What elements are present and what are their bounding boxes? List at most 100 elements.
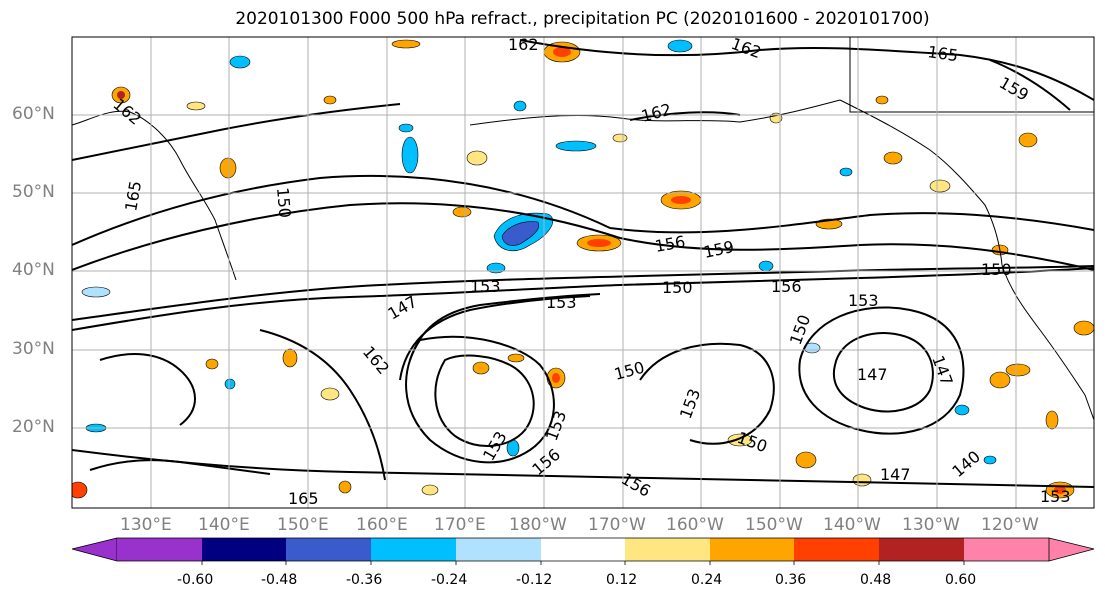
precip-blob — [587, 239, 611, 247]
precip-blob — [1054, 486, 1066, 494]
precip-blob — [839, 167, 853, 177]
contour-line — [89, 459, 271, 475]
contour-label: 165 — [288, 489, 319, 508]
colorbar-tick-label: 0.60 — [945, 572, 977, 588]
lon-label: 150°W — [745, 515, 803, 535]
contour-line — [72, 267, 1094, 331]
precip-blob — [1073, 320, 1094, 336]
colorbar — [71, 537, 1095, 565]
contour-line — [259, 329, 386, 481]
precip-blob — [727, 433, 753, 447]
contour-label: 153 — [470, 277, 501, 296]
contour-label: 150 — [662, 278, 693, 297]
precip-blob — [555, 140, 597, 152]
precip-blob — [117, 91, 125, 99]
colorbar-tick-label: -0.48 — [261, 572, 298, 588]
precip-blob — [513, 100, 527, 112]
colorbar-tick-label: -0.24 — [431, 572, 468, 588]
lon-label: 140°W — [823, 515, 881, 535]
precip-blob — [323, 95, 337, 105]
lon-label: 140°E — [198, 515, 250, 535]
colorbar-segment — [964, 538, 1049, 561]
contour-label: 147 — [880, 465, 911, 484]
contour-line — [519, 39, 1094, 101]
lat-label: 20°N — [12, 417, 55, 437]
coastline — [1084, 394, 1094, 421]
colorbar-segment — [710, 538, 794, 561]
contour-line — [72, 449, 1094, 488]
colorbar-segment — [879, 538, 964, 561]
precip-blob — [795, 451, 817, 469]
graticule — [72, 37, 1094, 508]
contour-line — [434, 354, 535, 447]
colorbar-segment — [456, 538, 541, 561]
map-frame — [71, 36, 1095, 509]
colorbar-segment — [794, 538, 879, 561]
precip-blob — [852, 473, 872, 487]
coastline — [469, 99, 841, 126]
colorbar-tick-label: 0.36 — [775, 572, 807, 588]
colorbar-tick-label: -0.36 — [346, 572, 383, 588]
precip-blob — [320, 387, 340, 401]
coastlines — [72, 37, 1094, 421]
precip-blob — [667, 39, 693, 53]
precip-blob — [466, 150, 488, 166]
contour-label: 153 — [546, 293, 577, 312]
refractivity-contours — [72, 39, 1094, 488]
precip-blob — [338, 480, 352, 494]
lon-label: 150°E — [277, 515, 329, 535]
contour-line — [832, 332, 934, 413]
map-background — [72, 37, 1094, 508]
contour-label: 153 — [848, 291, 879, 310]
colorbar-segment — [371, 538, 456, 561]
precip-blob — [954, 404, 970, 416]
lat-label: 30°N — [12, 339, 55, 359]
precip-blob — [553, 47, 571, 57]
precip-blob — [671, 196, 691, 204]
coastline — [1001, 264, 1086, 396]
precip-blob — [219, 157, 237, 179]
precip-blob — [205, 358, 219, 370]
colorbar-over-triangle — [1048, 537, 1095, 562]
precip-blob — [875, 95, 889, 105]
precip-blob — [612, 133, 628, 143]
precip-blob — [501, 221, 540, 246]
precip-blob — [552, 373, 560, 383]
contour-label: 150 — [981, 260, 1012, 279]
precip-positive-shading — [72, 39, 1094, 499]
lon-label: 170°E — [434, 515, 486, 535]
precip-blob — [758, 260, 774, 272]
precip-blob — [421, 484, 439, 496]
precip-blob — [1005, 363, 1031, 377]
precip-blob — [989, 371, 1011, 389]
contour-line — [989, 59, 1071, 111]
colorbar-segment — [541, 538, 625, 561]
precip-blob — [391, 39, 421, 49]
lon-label: 130°W — [902, 515, 960, 535]
contour-line — [405, 335, 555, 464]
lon-label: 180°W — [509, 515, 567, 535]
coastline — [839, 99, 1003, 266]
contour-line — [72, 202, 1094, 271]
precip-blob — [401, 136, 419, 174]
precip-blob — [452, 206, 472, 218]
lat-label: 60°N — [12, 104, 55, 124]
precip-blob — [72, 481, 88, 499]
colorbar-segment — [625, 538, 710, 561]
precip-blob — [229, 55, 251, 69]
chart-title: 2020101300 F000 500 hPa refract., precip… — [235, 9, 930, 29]
precip-blob — [282, 348, 298, 368]
colorbar-tick-label: -0.12 — [516, 572, 553, 588]
colorbar-segment — [117, 538, 202, 561]
contour-label: 156 — [771, 277, 802, 296]
contour-label: 147 — [857, 365, 888, 384]
contour-label: 150 — [273, 187, 295, 219]
lon-label: 130°E — [120, 515, 172, 535]
precip-blob — [1018, 132, 1038, 148]
contour-label: 162 — [508, 35, 539, 54]
lon-label: 160°E — [356, 515, 408, 535]
lat-label: 40°N — [12, 260, 55, 280]
lon-label: 170°W — [588, 515, 646, 535]
lat-label: 50°N — [12, 182, 55, 202]
